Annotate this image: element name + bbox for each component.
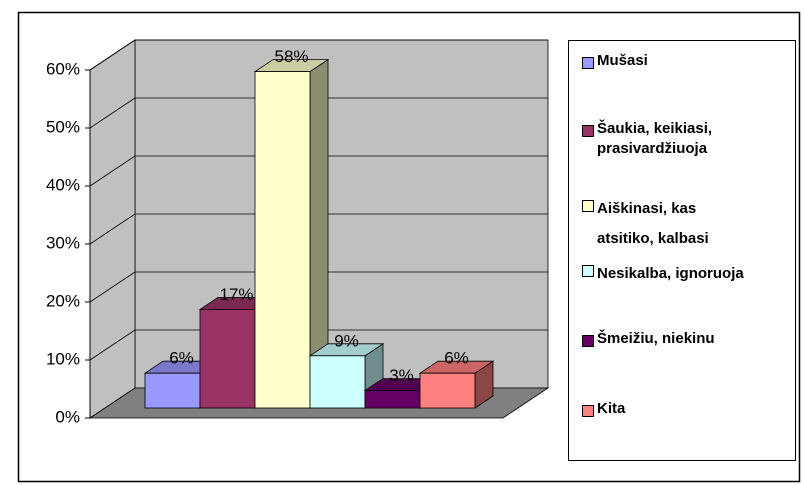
y-tick-label: 10% [46,349,80,368]
y-tick-label: 60% [46,59,80,78]
grid-line [89,271,136,303]
grid-line [89,213,136,245]
legend-swatch [582,265,594,277]
y-tick-label: 0% [55,407,80,426]
data-label: 17% [219,285,253,304]
bar [364,390,421,409]
legend-swatch [582,335,594,347]
legend-swatch [582,125,594,137]
bar [144,372,201,409]
legend-swatch [582,57,594,69]
legend-box [568,40,796,461]
legend-swatch [582,405,594,417]
y-tick-label: 20% [46,291,80,310]
data-label: 9% [334,331,359,350]
legend-label: Šmeižiu, niekinu [597,330,715,347]
bar [199,308,256,409]
legend-label: Mušasi [597,52,648,69]
legend-label: Šaukia, keikiasi, prasivardžiuoja [597,120,713,157]
bar [309,355,366,409]
grid-line [89,329,136,361]
data-label: 6% [444,349,469,368]
legend-label: Nesikalba, ignoruoja [597,265,744,282]
data-label: 58% [274,47,308,66]
grid-line [89,39,136,71]
legend-label: Kita [597,400,626,417]
data-label: 6% [169,349,194,368]
legend-label: Aiškinasi, kas atsitiko, kalbasi [597,200,709,247]
y-tick-label: 40% [46,175,80,194]
grid-line [89,97,136,129]
bar [419,372,476,409]
bar [254,71,311,409]
y-tick-label: 30% [46,233,80,252]
y-tick-label: 50% [46,117,80,136]
grid-line [89,155,136,187]
data-label: 3% [389,366,414,385]
legend-swatch [582,200,594,212]
